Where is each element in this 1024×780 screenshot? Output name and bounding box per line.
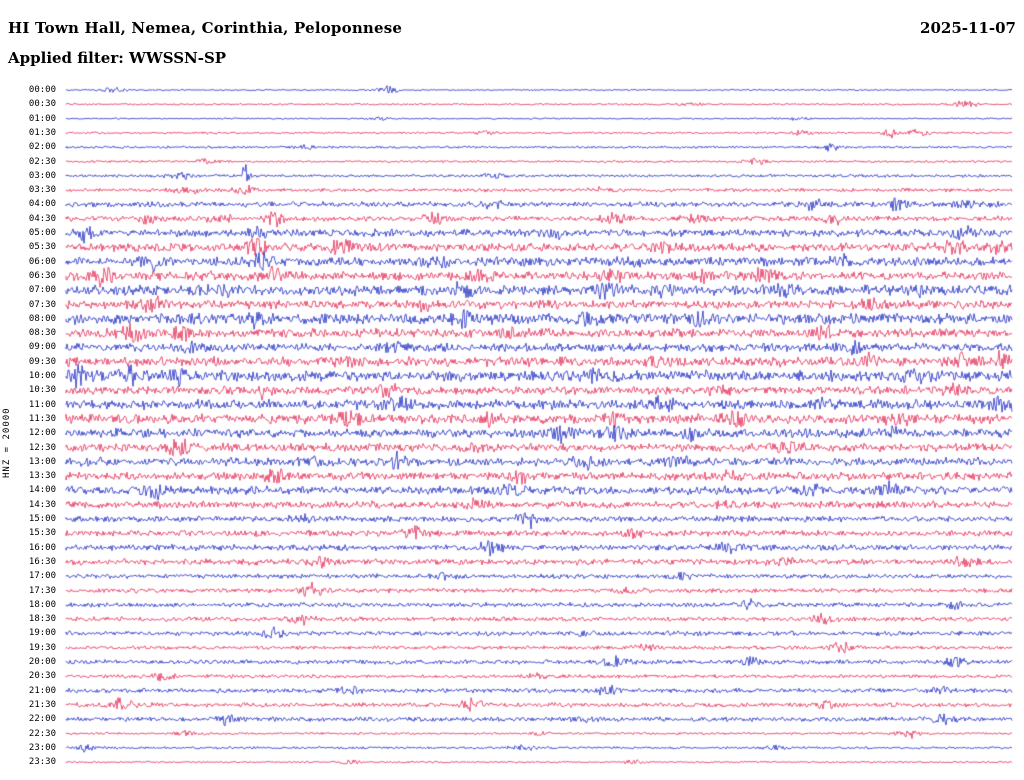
filter-label: Applied filter: WWSSN-SP xyxy=(8,49,227,67)
station-title: HI Town Hall, Nemea, Corinthia, Peloponn… xyxy=(8,19,403,37)
date-label: 2025-11-07 xyxy=(920,19,1016,37)
seismogram-trace-canvas xyxy=(0,78,1024,780)
